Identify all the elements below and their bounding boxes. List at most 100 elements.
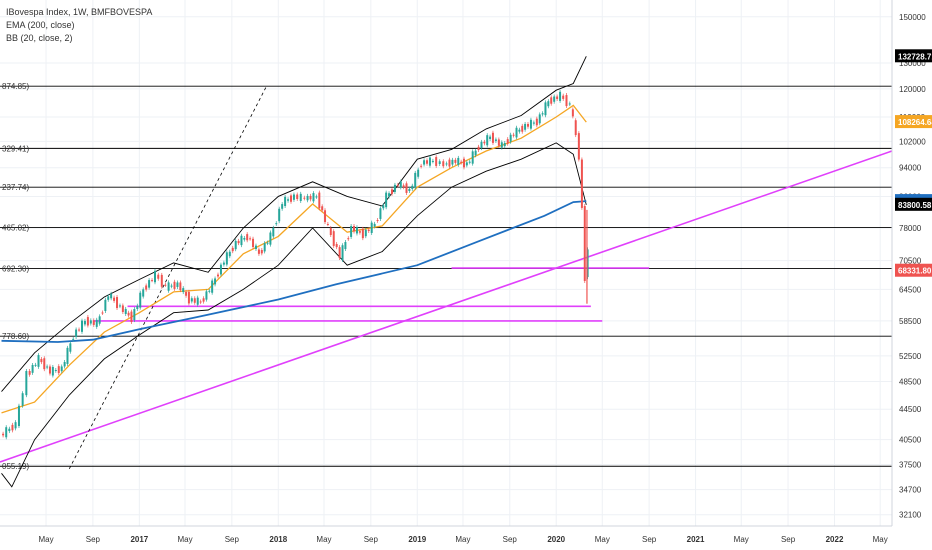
time-axis-panel[interactable] — [0, 526, 892, 550]
x-tick-label: May — [734, 535, 749, 544]
trendlines — [0, 85, 893, 470]
price-candle — [309, 195, 312, 200]
price-candle — [521, 125, 524, 132]
chart-legend: IBovespa Index, 1W, BMFBOVESPA EMA (200,… — [6, 6, 152, 45]
price-candle — [465, 162, 468, 166]
price-candle — [494, 139, 497, 141]
price-tag-bg — [895, 115, 932, 129]
price-candle — [541, 113, 544, 115]
price-candle — [34, 364, 37, 366]
price-candle — [574, 120, 577, 136]
y-tick-label: 48500 — [899, 377, 922, 386]
indicator-bb-label[interactable]: BB (20, close, 2) — [6, 33, 73, 43]
price-candle — [275, 223, 278, 225]
price-candle — [565, 95, 568, 107]
price-candle — [254, 245, 257, 250]
price-candle — [83, 320, 86, 325]
price-candle — [405, 183, 408, 193]
x-tick-label: 2022 — [826, 535, 844, 544]
price-candle — [454, 159, 457, 163]
price-candle — [580, 159, 583, 208]
price-candle — [503, 142, 506, 147]
level-label: 329.41) — [2, 144, 29, 153]
price-candle — [526, 123, 529, 127]
price-candle — [451, 159, 454, 165]
price-tag-label: 108264.64 — [898, 118, 932, 127]
price-candle — [538, 114, 541, 124]
price-tags: 132728.71108264.6484767.3083800.5868331.… — [895, 49, 932, 277]
price-candle — [272, 227, 275, 237]
price-candle — [414, 172, 417, 188]
y-tick-label: 150000 — [899, 13, 926, 22]
price-candle — [332, 231, 335, 246]
price-candle — [341, 245, 344, 260]
price-candle — [17, 405, 20, 427]
price-candle — [130, 311, 133, 323]
price-candle — [562, 95, 565, 99]
price-candle — [196, 297, 199, 305]
price-candle — [48, 366, 51, 374]
price-candle — [353, 226, 356, 232]
price-candle — [260, 249, 263, 254]
price-candle — [219, 264, 222, 275]
price-candle — [393, 184, 396, 192]
price-candle — [104, 299, 107, 311]
price-candle — [448, 159, 451, 167]
price-candle — [529, 119, 532, 129]
price-candle — [95, 319, 98, 327]
price-candle — [483, 141, 486, 144]
price-candle — [243, 237, 246, 240]
price-candle — [228, 251, 231, 257]
price-candle — [118, 305, 121, 307]
price-candle — [388, 193, 391, 197]
indicator-ema-label[interactable]: EMA (200, close) — [6, 20, 75, 30]
price-candle — [252, 238, 255, 248]
price-candle — [193, 298, 196, 303]
price-tag-label: 68331.80 — [898, 267, 932, 276]
price-axis-panel[interactable] — [892, 0, 932, 526]
price-candle — [480, 141, 483, 149]
y-tick-label: 40500 — [899, 436, 922, 445]
price-candle — [358, 231, 361, 233]
price-candle — [173, 281, 176, 289]
price-tag-label: 132728.71 — [898, 52, 932, 61]
price-candle — [185, 291, 188, 296]
price-candle — [462, 158, 465, 168]
price-candle — [257, 249, 260, 254]
ema-line — [1, 200, 587, 343]
price-candle — [278, 208, 281, 222]
price-candle — [157, 274, 160, 279]
price-candle — [187, 291, 190, 304]
x-tick-label: May — [873, 535, 888, 544]
price-candle — [547, 101, 550, 107]
chart-title[interactable]: IBovespa Index, 1W, BMFBOVESPA — [6, 7, 153, 17]
price-candle — [66, 347, 69, 364]
price-candle — [344, 242, 347, 250]
price-candle — [43, 358, 46, 370]
x-tick-label: Sep — [781, 535, 796, 544]
price-candle — [225, 252, 228, 265]
price-candle — [63, 361, 66, 367]
price-candle — [399, 181, 402, 188]
price-candle — [2, 433, 5, 436]
price-candle — [420, 165, 423, 167]
price-candle — [586, 249, 589, 278]
price-candle — [509, 134, 512, 142]
price-candle — [361, 228, 364, 239]
price-candle — [491, 132, 494, 143]
price-candle — [136, 305, 139, 310]
price-candle — [376, 220, 379, 222]
price-candle — [153, 270, 156, 283]
price-candle — [515, 127, 518, 138]
price-candle — [468, 161, 471, 163]
price-candle — [524, 123, 527, 130]
price-candle — [142, 289, 145, 297]
price-candle — [28, 370, 31, 375]
price-tag-label: 83800.58 — [898, 201, 932, 210]
price-candle — [164, 284, 167, 286]
price-candle — [299, 193, 302, 201]
price-candle — [435, 157, 438, 166]
price-candle — [303, 197, 306, 199]
y-tick-label: 94000 — [899, 164, 922, 173]
